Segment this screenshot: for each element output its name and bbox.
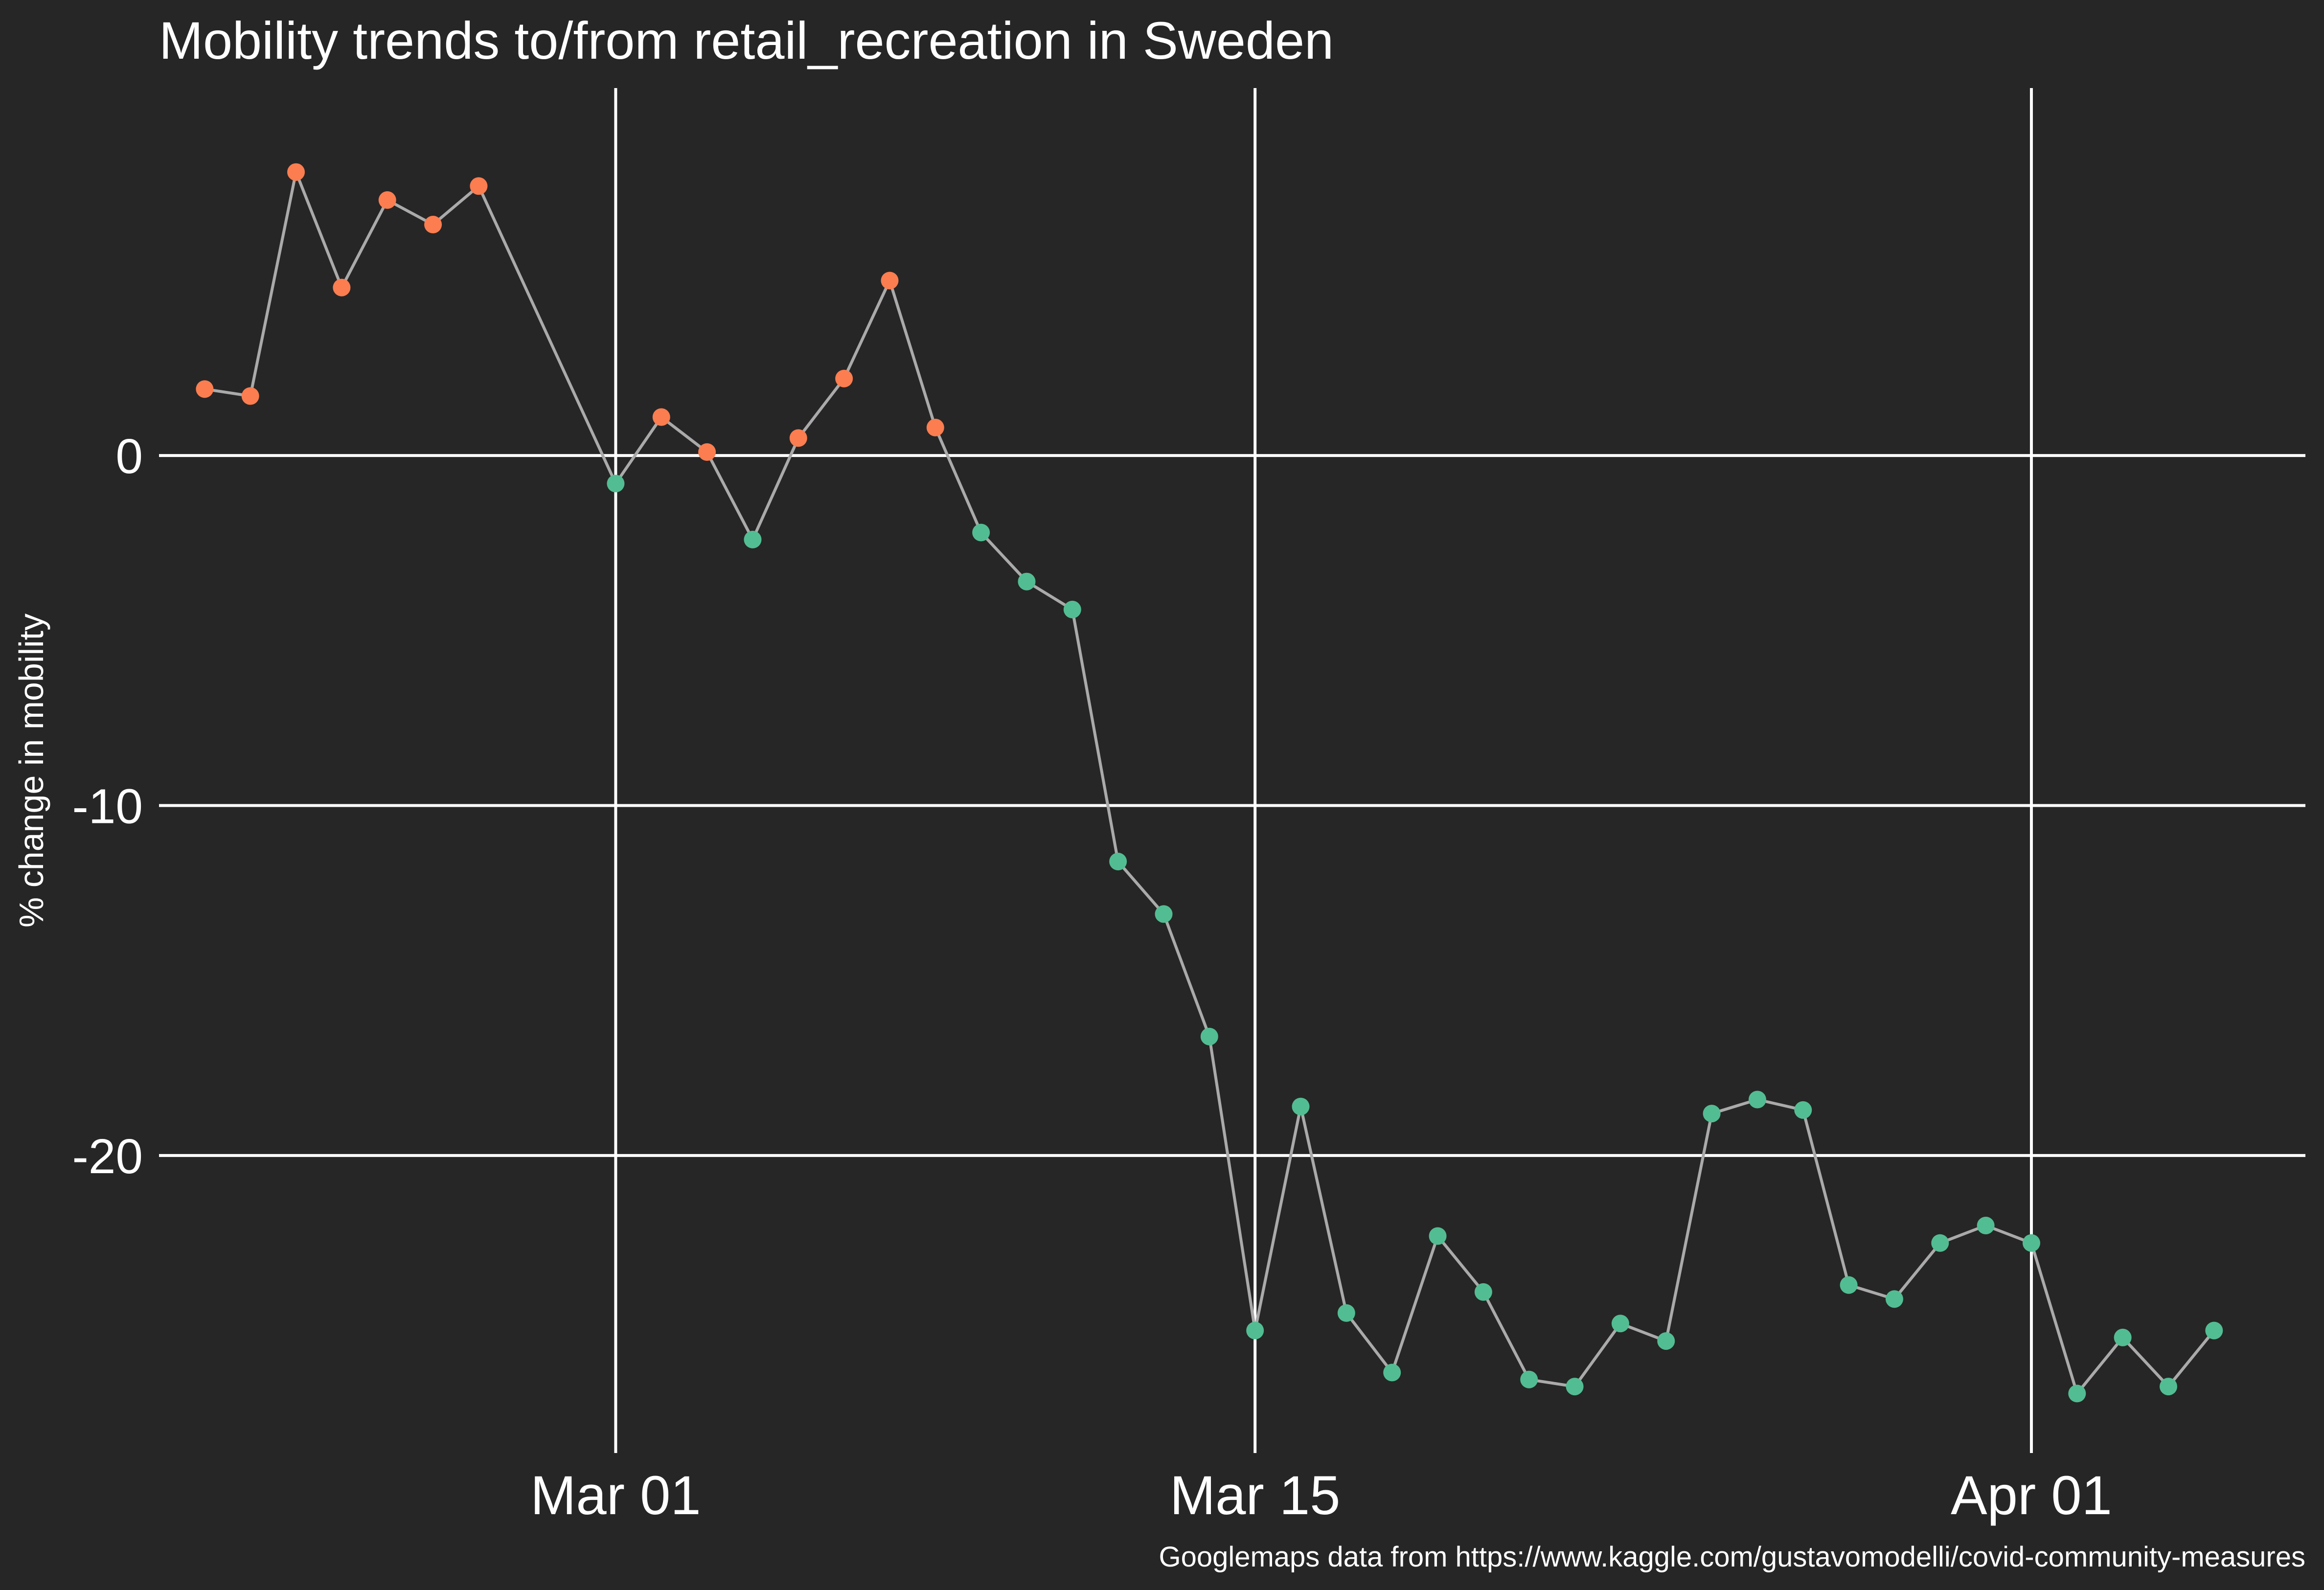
data-point <box>652 408 670 426</box>
data-point <box>1885 1290 1903 1308</box>
data-point <box>2159 1378 2177 1396</box>
y-tick-label: -10 <box>72 779 143 834</box>
data-point <box>333 278 351 296</box>
gridlines <box>159 88 2305 1453</box>
data-point <box>1840 1276 1858 1294</box>
x-tick-labels: Mar 01 Mar 15 Apr 01 <box>530 1465 2112 1526</box>
data-point <box>1063 600 1081 618</box>
y-tick-label: -20 <box>72 1129 143 1184</box>
data-point <box>1246 1321 1264 1340</box>
data-point <box>1520 1370 1538 1388</box>
x-tick-label: Mar 15 <box>1170 1465 1341 1526</box>
y-axis-label: % change in mobility <box>12 613 50 928</box>
data-point <box>607 475 625 493</box>
data-point <box>926 418 944 436</box>
y-tick-labels: 0 -10 -20 <box>72 429 143 1184</box>
data-point <box>2022 1234 2040 1252</box>
data-point <box>196 380 214 398</box>
data-point <box>2114 1328 2132 1346</box>
data-point <box>1429 1227 1447 1245</box>
data-point <box>1657 1332 1675 1350</box>
data-point <box>1794 1101 1812 1119</box>
data-point <box>1337 1304 1355 1322</box>
data-point <box>1703 1105 1721 1123</box>
data-point <box>835 369 853 387</box>
data-point <box>1748 1090 1766 1109</box>
data-point <box>1566 1378 1584 1396</box>
x-tick-label: Apr 01 <box>1951 1465 2112 1526</box>
data-point <box>378 191 396 209</box>
data-point <box>881 272 899 290</box>
data-point <box>1977 1217 1995 1234</box>
data-points <box>196 163 2223 1403</box>
series-line <box>204 170 2215 1395</box>
data-point <box>1383 1363 1401 1382</box>
y-tick-label: 0 <box>115 429 143 484</box>
data-point <box>470 177 488 195</box>
data-point <box>2068 1385 2086 1403</box>
data-point <box>789 429 807 447</box>
data-point <box>1611 1315 1629 1333</box>
chart-title: Mobility trends to/from retail_recreatio… <box>159 11 1334 70</box>
data-point <box>424 216 442 233</box>
data-point <box>972 523 990 542</box>
data-point <box>241 387 259 405</box>
data-point <box>1474 1283 1492 1301</box>
data-point <box>1018 572 1036 591</box>
caption: Googlemaps data from https://www.kaggle.… <box>1159 1541 2305 1573</box>
data-point <box>1200 1027 1218 1045</box>
data-point <box>287 163 305 181</box>
x-tick-label: Mar 01 <box>530 1465 701 1526</box>
data-point <box>744 530 762 548</box>
data-point <box>1931 1234 1949 1252</box>
data-point <box>1155 905 1173 923</box>
data-point <box>698 443 716 461</box>
data-point <box>2205 1321 2223 1340</box>
data-point <box>1292 1097 1310 1115</box>
data-point <box>1109 853 1127 870</box>
